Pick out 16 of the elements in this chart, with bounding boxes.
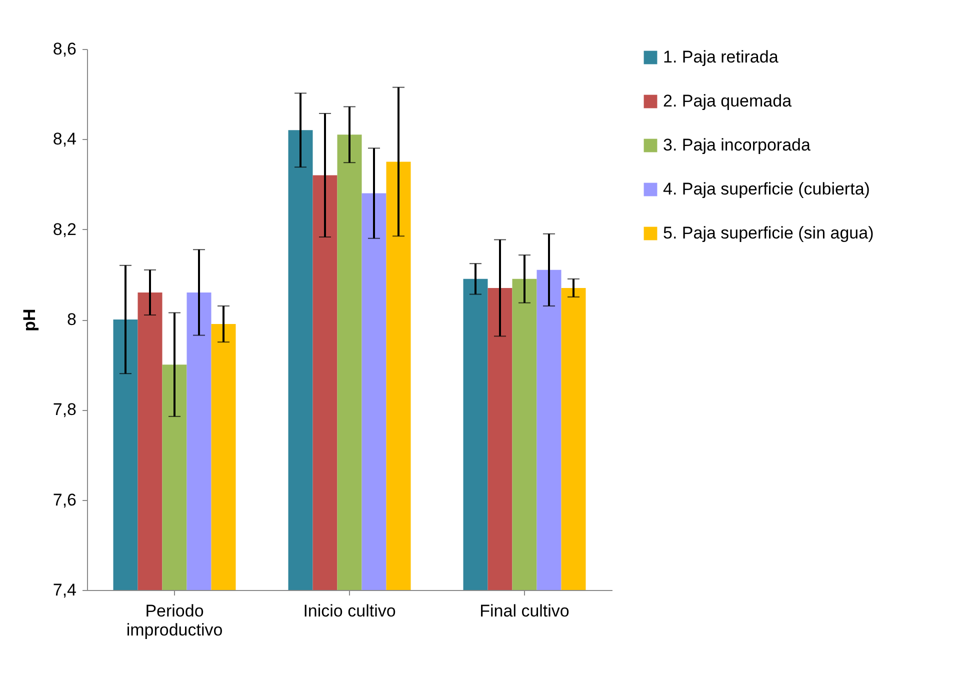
x-tick-label: Inicio cultivo (303, 602, 396, 620)
legend-label: 3. Paja incorporada (663, 136, 811, 154)
y-axis-title: pH (20, 308, 39, 332)
y-tick-label: 8 (67, 310, 76, 329)
y-tick-label: 7,6 (52, 490, 76, 510)
legend-label: 5. Paja superficie (sin agua) (663, 224, 874, 242)
x-tick-label: Periodo improductivo (126, 602, 223, 640)
legend-label: 2. Paja quemada (663, 92, 792, 110)
legend-label: 4. Paja superficie (cubierta) (663, 180, 870, 198)
x-tick-label: Final cultivo (480, 602, 570, 620)
y-tick-label: 8,2 (52, 220, 76, 239)
legend-label: 1. Paja retirada (663, 48, 779, 66)
y-tick-label: 8,6 (52, 40, 76, 58)
y-tick-label: 7,8 (52, 400, 76, 420)
y-tick-label: 7,4 (52, 580, 76, 600)
y-tick-label: 8,4 (52, 130, 76, 149)
